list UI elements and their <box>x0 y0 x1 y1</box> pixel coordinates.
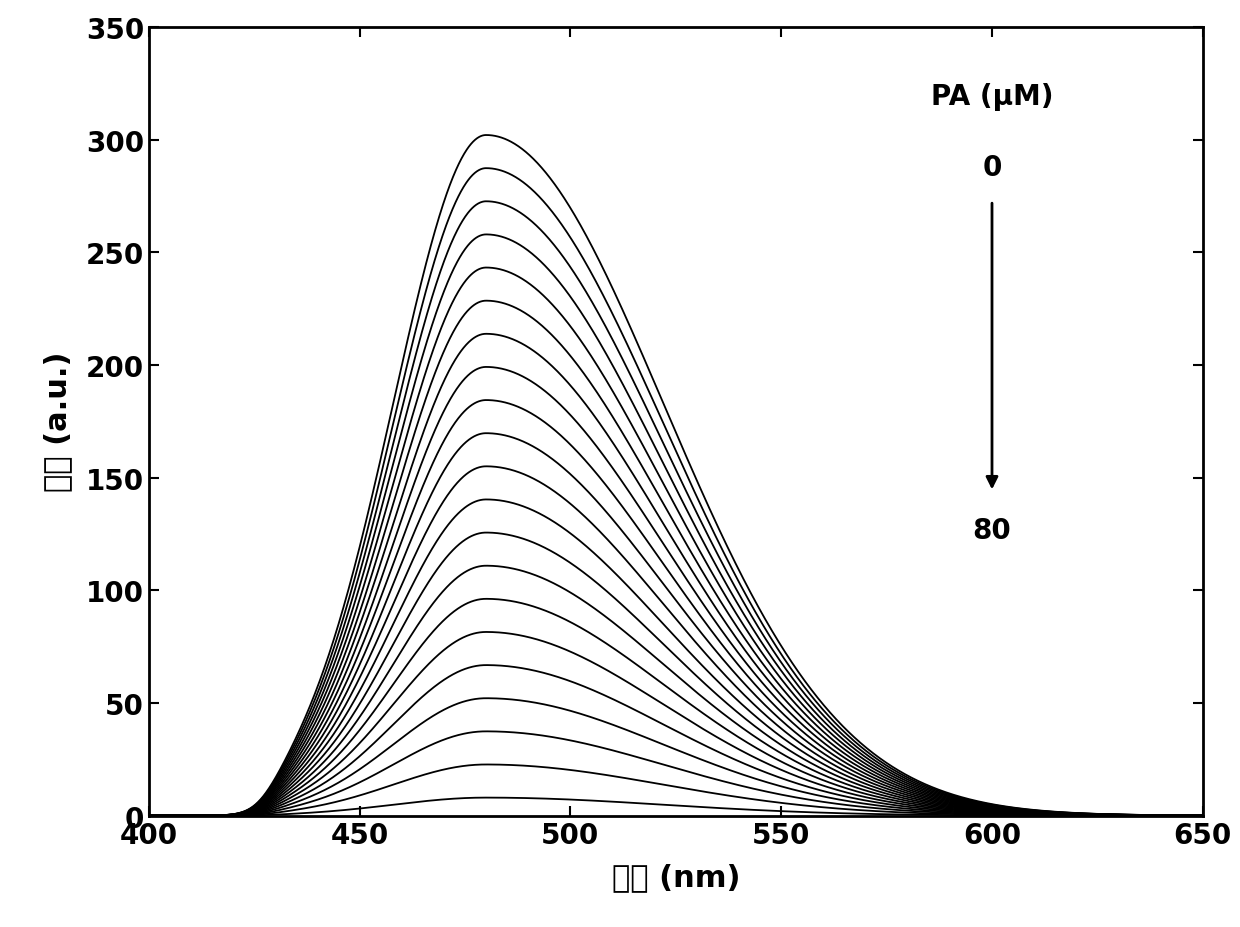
Text: 0: 0 <box>982 154 1002 182</box>
Text: 80: 80 <box>972 516 1012 544</box>
X-axis label: 波长 (nm): 波长 (nm) <box>611 862 740 892</box>
Y-axis label: 强度 (a.u.): 强度 (a.u.) <box>43 351 72 492</box>
Text: PA (μM): PA (μM) <box>931 83 1053 111</box>
